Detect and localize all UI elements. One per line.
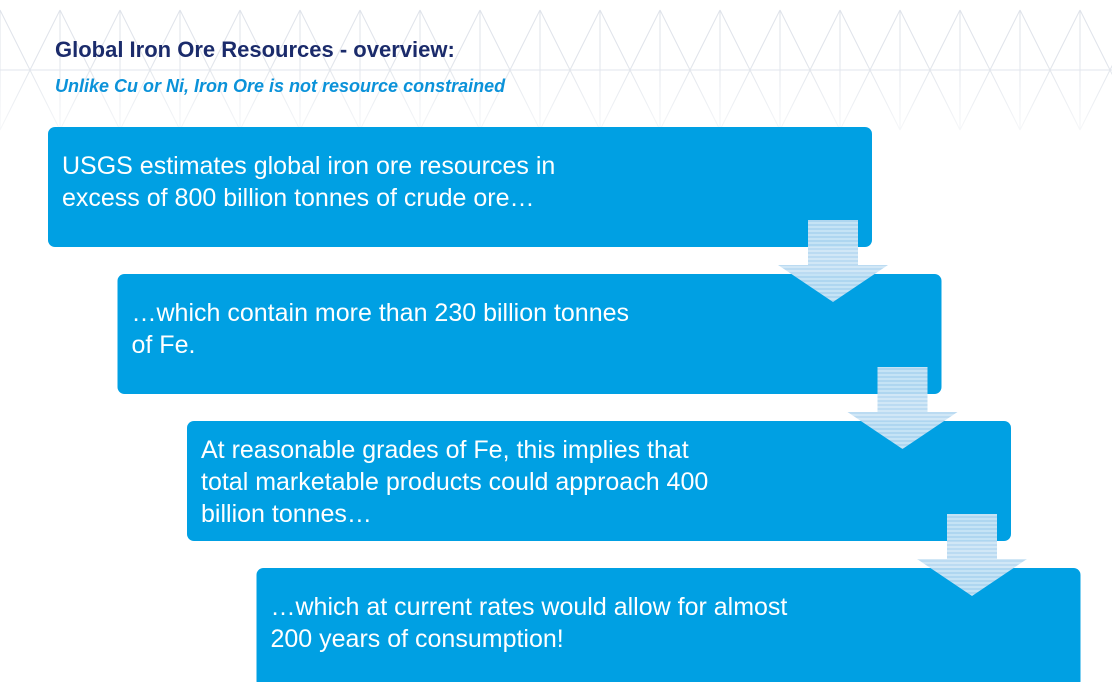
step-text: 200 years of consumption! — [271, 625, 564, 653]
step-text: …which contain more than 230 billion ton… — [132, 299, 630, 327]
step-box — [117, 274, 942, 394]
step-text: of Fe. — [132, 331, 196, 359]
step-text: total marketable products could approach… — [201, 468, 708, 496]
step-text: billion tonnes… — [201, 500, 372, 528]
down-arrow — [847, 367, 958, 449]
step-text: excess of 800 billion tonnes of crude or… — [62, 184, 535, 212]
down-arrow — [778, 220, 888, 302]
subtitle: Unlike Cu or Ni, Iron Ore is not resourc… — [55, 76, 506, 96]
step-box — [48, 127, 872, 247]
arrows — [778, 220, 1027, 596]
step-text: USGS estimates global iron ore resources… — [62, 152, 555, 180]
title: Global Iron Ore Resources - overview: — [55, 37, 455, 62]
step-text: …which at current rates would allow for … — [271, 593, 788, 621]
step-box — [187, 421, 1011, 541]
steps: USGS estimates global iron ore resources… — [48, 127, 1081, 682]
down-arrow — [917, 514, 1027, 596]
step-box — [256, 568, 1081, 682]
step-text: At reasonable grades of Fe, this implies… — [201, 436, 689, 464]
